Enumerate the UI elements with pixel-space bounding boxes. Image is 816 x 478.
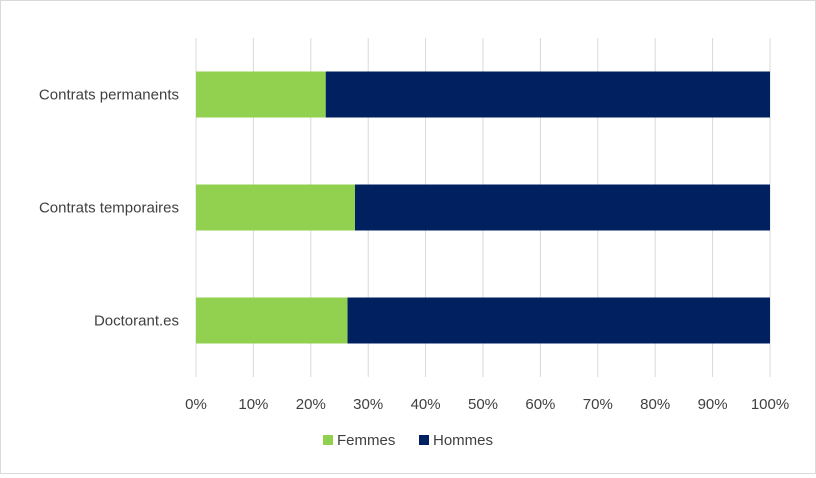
x-tick-label: 40% [411,396,441,413]
category-label: Contrats permanents [39,87,179,104]
bar-segment-hommes [347,297,770,344]
legend-label-femmes: Femmes [337,432,395,449]
x-tick-label: 90% [698,396,728,413]
x-tick-label: 20% [296,396,326,413]
bar-segment-femmes [196,71,326,118]
legend-swatch-hommes [419,435,429,445]
x-tick-label: 0% [185,396,207,413]
bar-segment-hommes [354,184,770,231]
x-tick-label: 70% [583,396,613,413]
x-tick-label: 100% [751,396,789,413]
category-label: Doctorant.es [94,313,179,330]
legend: Femmes Hommes [323,432,493,449]
x-tick-label: 50% [468,396,498,413]
bar-segment-femmes [196,184,355,231]
category-labels: Contrats permanents Contrats temporaires D… [39,87,179,330]
x-tick-label: 60% [525,396,555,413]
x-tick-label: 30% [353,396,383,413]
bar-segment-hommes [325,71,770,118]
legend-swatch-femmes [323,435,333,445]
bar-segment-femmes [196,297,348,344]
x-tick-label: 10% [238,396,268,413]
x-tick-labels: 0% 10% 20% 30% 40% 50% 60% 70% 80% 90% 100% [185,396,789,413]
category-label: Contrats temporaires [39,200,179,217]
bars [196,71,770,344]
x-tick-label: 80% [640,396,670,413]
legend-label-hommes: Hommes [433,432,493,449]
